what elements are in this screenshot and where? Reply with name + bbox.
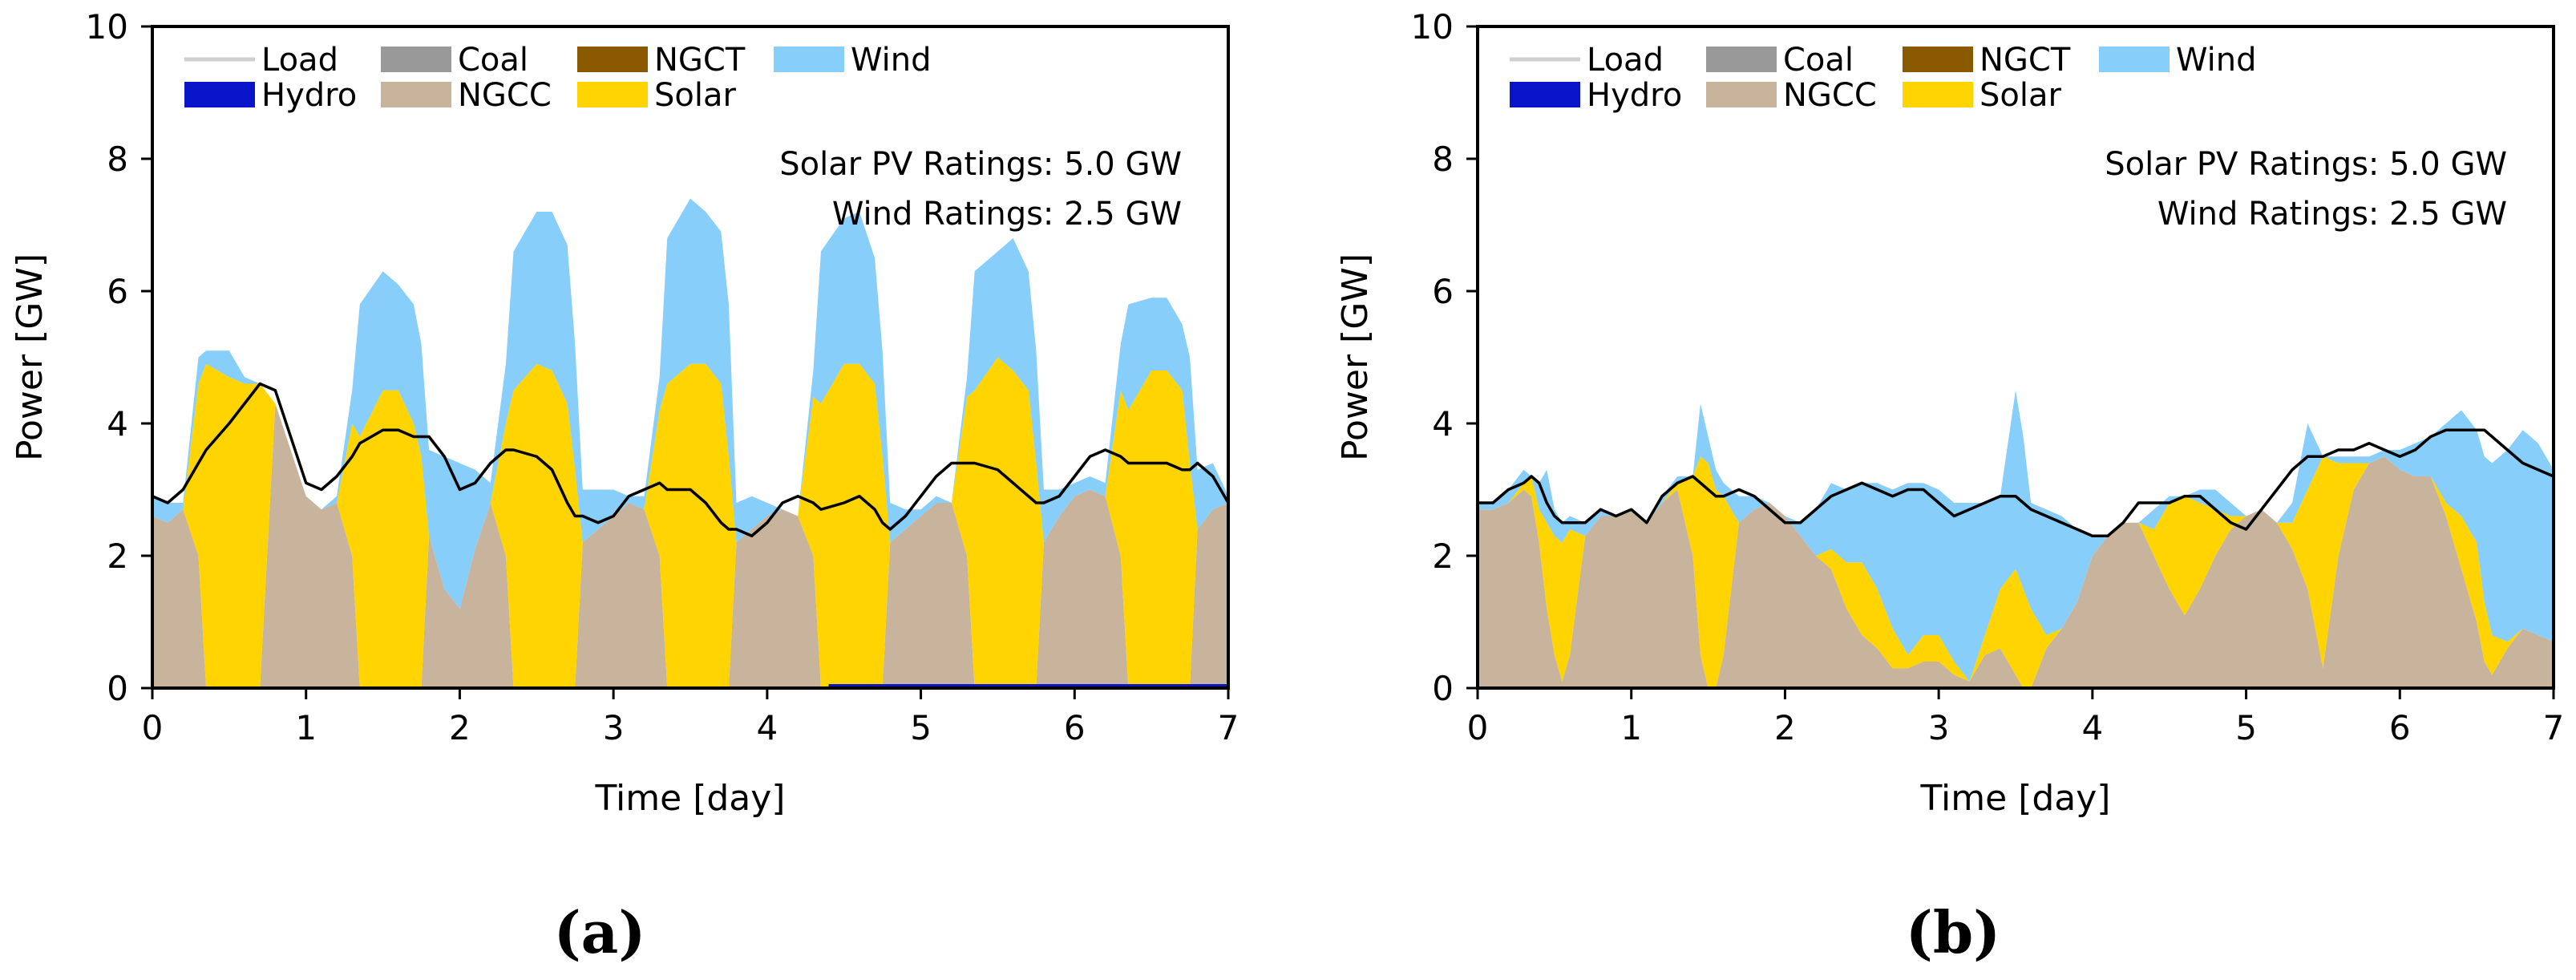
- legend-swatch-ngct: [577, 47, 648, 72]
- series-area-ngcc: [1478, 456, 2554, 688]
- legend-label-solar: Solar: [654, 77, 736, 114]
- y-tick-label: 2: [1432, 537, 1454, 576]
- series-area-solar: [1478, 456, 2554, 688]
- legend-swatch-ngcc: [381, 82, 451, 107]
- series-line-load: [1478, 428, 2554, 537]
- legend-swatch-ngcc: [1706, 82, 1777, 107]
- series-area-wind: [152, 198, 1228, 609]
- x-tick-label: 7: [1218, 708, 1239, 747]
- x-tick-label: 5: [910, 708, 932, 747]
- x-tick-label: 3: [603, 708, 625, 747]
- y-tick-label: 8: [1432, 140, 1454, 179]
- legend-label-ngcc: NGCC: [1783, 77, 1877, 114]
- x-tick-label: 4: [756, 708, 778, 747]
- x-tick-label: 2: [1774, 708, 1796, 747]
- plot-frame: [1476, 25, 2555, 690]
- legend-label-hydro: Hydro: [261, 77, 357, 114]
- y-axis-label: Power [GW]: [1335, 253, 1376, 461]
- legend-label-ngct: NGCT: [1980, 42, 2071, 79]
- annotation-wind-rating: Wind Ratings: 2.5 GW: [2157, 196, 2507, 233]
- y-tick-label: 2: [107, 537, 128, 576]
- x-tick-label: 6: [1064, 708, 1086, 747]
- legend-label-ngct: NGCT: [654, 42, 746, 79]
- chart-panel-a: 0 1 2 3 4 5 6 7 0 2 4 6 8 10 Time [day] Power [GW] Load C…: [10, 7, 1239, 966]
- legend-swatch-solar: [1903, 82, 1973, 107]
- annotation-solar-rating: Solar PV Ratings: 5.0 GW: [779, 146, 1182, 183]
- x-tick-label: 0: [142, 708, 164, 747]
- series-line-load: [152, 382, 1230, 537]
- y-tick-label: 6: [107, 272, 128, 311]
- series-area-wind: [1478, 390, 2554, 682]
- legend-swatch-wind: [774, 47, 844, 72]
- panel-caption: (a): [554, 898, 646, 966]
- legend-swatch-coal: [1706, 47, 1777, 72]
- legend-label-wind: Wind: [851, 42, 932, 79]
- y-tick-label: 10: [1411, 7, 1454, 47]
- legend-label-ngcc: NGCC: [458, 77, 552, 114]
- y-tick-label: 0: [107, 669, 128, 708]
- plot-frame: [151, 25, 1230, 690]
- annotation-solar-rating: Solar PV Ratings: 5.0 GW: [2105, 146, 2507, 183]
- y-tick-label: 0: [1432, 669, 1454, 708]
- legend-label-solar: Solar: [1980, 77, 2061, 114]
- y-tick-label: 4: [1432, 404, 1454, 443]
- legend-swatch-hydro: [184, 82, 255, 107]
- x-tick-label: 0: [1467, 708, 1489, 747]
- legend-swatch-solar: [577, 82, 648, 107]
- x-axis-label: Time [day]: [595, 778, 786, 819]
- y-tick-label: 10: [86, 7, 128, 47]
- legend-label-load: Load: [1587, 42, 1664, 79]
- x-tick-label: 6: [2389, 708, 2411, 747]
- x-tick-label: 7: [2543, 708, 2565, 747]
- legend-label-coal: Coal: [458, 42, 528, 79]
- legend-swatch-wind: [2099, 47, 2170, 72]
- legend-label-coal: Coal: [1783, 42, 1854, 79]
- legend-label-load: Load: [261, 42, 338, 79]
- chart-panel-b: 0 1 2 3 4 5 6 7 0 2 4 6 8 10 Time [day] Power [GW] Load C…: [1335, 7, 2564, 966]
- x-tick-label: 1: [295, 708, 317, 747]
- x-tick-label: 5: [2235, 708, 2257, 747]
- x-axis-label: Time [day]: [1920, 778, 2111, 819]
- legend-swatch-hydro: [1510, 82, 1580, 107]
- legend-swatch-coal: [381, 47, 451, 72]
- x-tick-label: 1: [1620, 708, 1642, 747]
- x-tick-label: 2: [449, 708, 471, 747]
- legend-label-wind: Wind: [2176, 42, 2257, 79]
- x-tick-label: 3: [1928, 708, 1950, 747]
- series-area-hydro-strip: [828, 684, 1228, 688]
- y-axis-label: Power [GW]: [10, 253, 51, 461]
- y-tick-label: 8: [107, 140, 128, 179]
- series-area-solar: [152, 357, 1228, 688]
- series-area-ngcc: [152, 403, 1228, 688]
- legend-swatch-ngct: [1903, 47, 1973, 72]
- panel-caption: (b): [1906, 898, 2000, 966]
- legend-label-hydro: Hydro: [1587, 77, 1682, 114]
- y-tick-label: 6: [1432, 272, 1454, 311]
- x-tick-label: 4: [2081, 708, 2103, 747]
- annotation-wind-rating: Wind Ratings: 2.5 GW: [832, 196, 1182, 233]
- y-tick-label: 4: [107, 404, 128, 443]
